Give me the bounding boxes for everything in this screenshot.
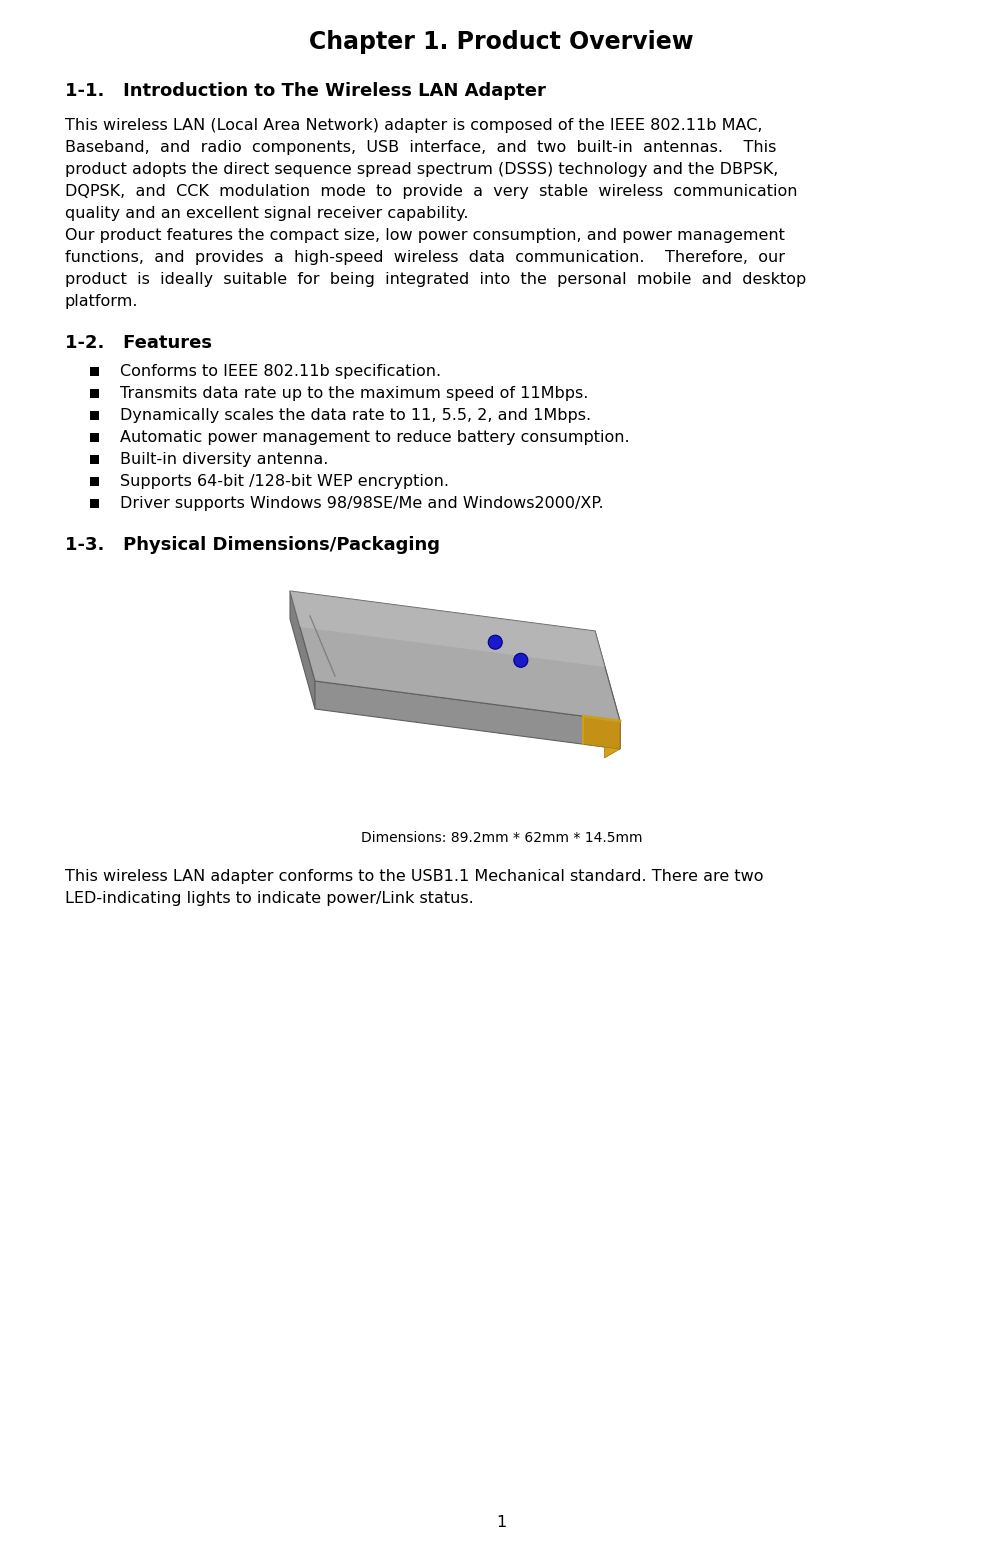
Text: Transmits data rate up to the maximum speed of 11Mbps.: Transmits data rate up to the maximum sp… — [120, 386, 588, 400]
Text: Driver supports Windows 98/98SE/Me and Windows2000/XP.: Driver supports Windows 98/98SE/Me and W… — [120, 497, 603, 511]
Polygon shape — [604, 722, 619, 757]
Circle shape — [488, 635, 502, 649]
Text: product adopts the direct sequence spread spectrum (DSSS) technology and the DBP: product adopts the direct sequence sprea… — [65, 161, 778, 177]
Text: This wireless LAN adapter conforms to the USB1.1 Mechanical standard. There are : This wireless LAN adapter conforms to th… — [65, 869, 763, 885]
Bar — [90, 366, 99, 376]
Text: quality and an excellent signal receiver capability.: quality and an excellent signal receiver… — [65, 206, 468, 220]
Text: Dynamically scales the data rate to 11, 5.5, 2, and 1Mbps.: Dynamically scales the data rate to 11, … — [120, 408, 590, 424]
Text: 1-2.   Features: 1-2. Features — [65, 334, 211, 352]
Text: Baseband,  and  radio  components,  USB  interface,  and  two  built-in  antenna: Baseband, and radio components, USB inte… — [65, 140, 776, 155]
Bar — [90, 411, 99, 421]
Text: This wireless LAN (Local Area Network) adapter is composed of the IEEE 802.11b M: This wireless LAN (Local Area Network) a… — [65, 118, 762, 133]
Polygon shape — [290, 591, 315, 709]
Text: Our product features the compact size, low power consumption, and power manageme: Our product features the compact size, l… — [65, 228, 785, 244]
Polygon shape — [290, 591, 604, 667]
Text: Chapter 1. Product Overview: Chapter 1. Product Overview — [309, 29, 693, 54]
Text: platform.: platform. — [65, 293, 138, 309]
Polygon shape — [290, 591, 619, 722]
Text: 1-1.   Introduction to The Wireless LAN Adapter: 1-1. Introduction to The Wireless LAN Ad… — [65, 82, 545, 99]
Bar — [90, 500, 99, 508]
Text: functions,  and  provides  a  high-speed  wireless  data  communication.    Ther: functions, and provides a high-speed wir… — [65, 250, 785, 265]
Polygon shape — [583, 715, 619, 750]
Text: 1-3.   Physical Dimensions/Packaging: 1-3. Physical Dimensions/Packaging — [65, 535, 440, 554]
Bar — [90, 476, 99, 486]
Bar — [90, 455, 99, 464]
Text: Built-in diversity antenna.: Built-in diversity antenna. — [120, 452, 328, 467]
Polygon shape — [594, 632, 619, 750]
Text: product  is  ideally  suitable  for  being  integrated  into  the  personal  mob: product is ideally suitable for being in… — [65, 272, 806, 287]
Circle shape — [513, 653, 527, 667]
Polygon shape — [315, 681, 619, 750]
Bar — [90, 433, 99, 442]
Bar — [90, 390, 99, 397]
Text: Supports 64-bit /128-bit WEP encryption.: Supports 64-bit /128-bit WEP encryption. — [120, 473, 449, 489]
Text: Dimensions: 89.2mm * 62mm * 14.5mm: Dimensions: 89.2mm * 62mm * 14.5mm — [361, 830, 641, 844]
Text: 1: 1 — [496, 1515, 506, 1530]
Text: DQPSK,  and  CCK  modulation  mode  to  provide  a  very  stable  wireless  comm: DQPSK, and CCK modulation mode to provid… — [65, 185, 797, 199]
Text: LED-indicating lights to indicate power/Link status.: LED-indicating lights to indicate power/… — [65, 891, 473, 906]
Text: Automatic power management to reduce battery consumption.: Automatic power management to reduce bat… — [120, 430, 629, 445]
Text: Conforms to IEEE 802.11b specification.: Conforms to IEEE 802.11b specification. — [120, 365, 441, 379]
